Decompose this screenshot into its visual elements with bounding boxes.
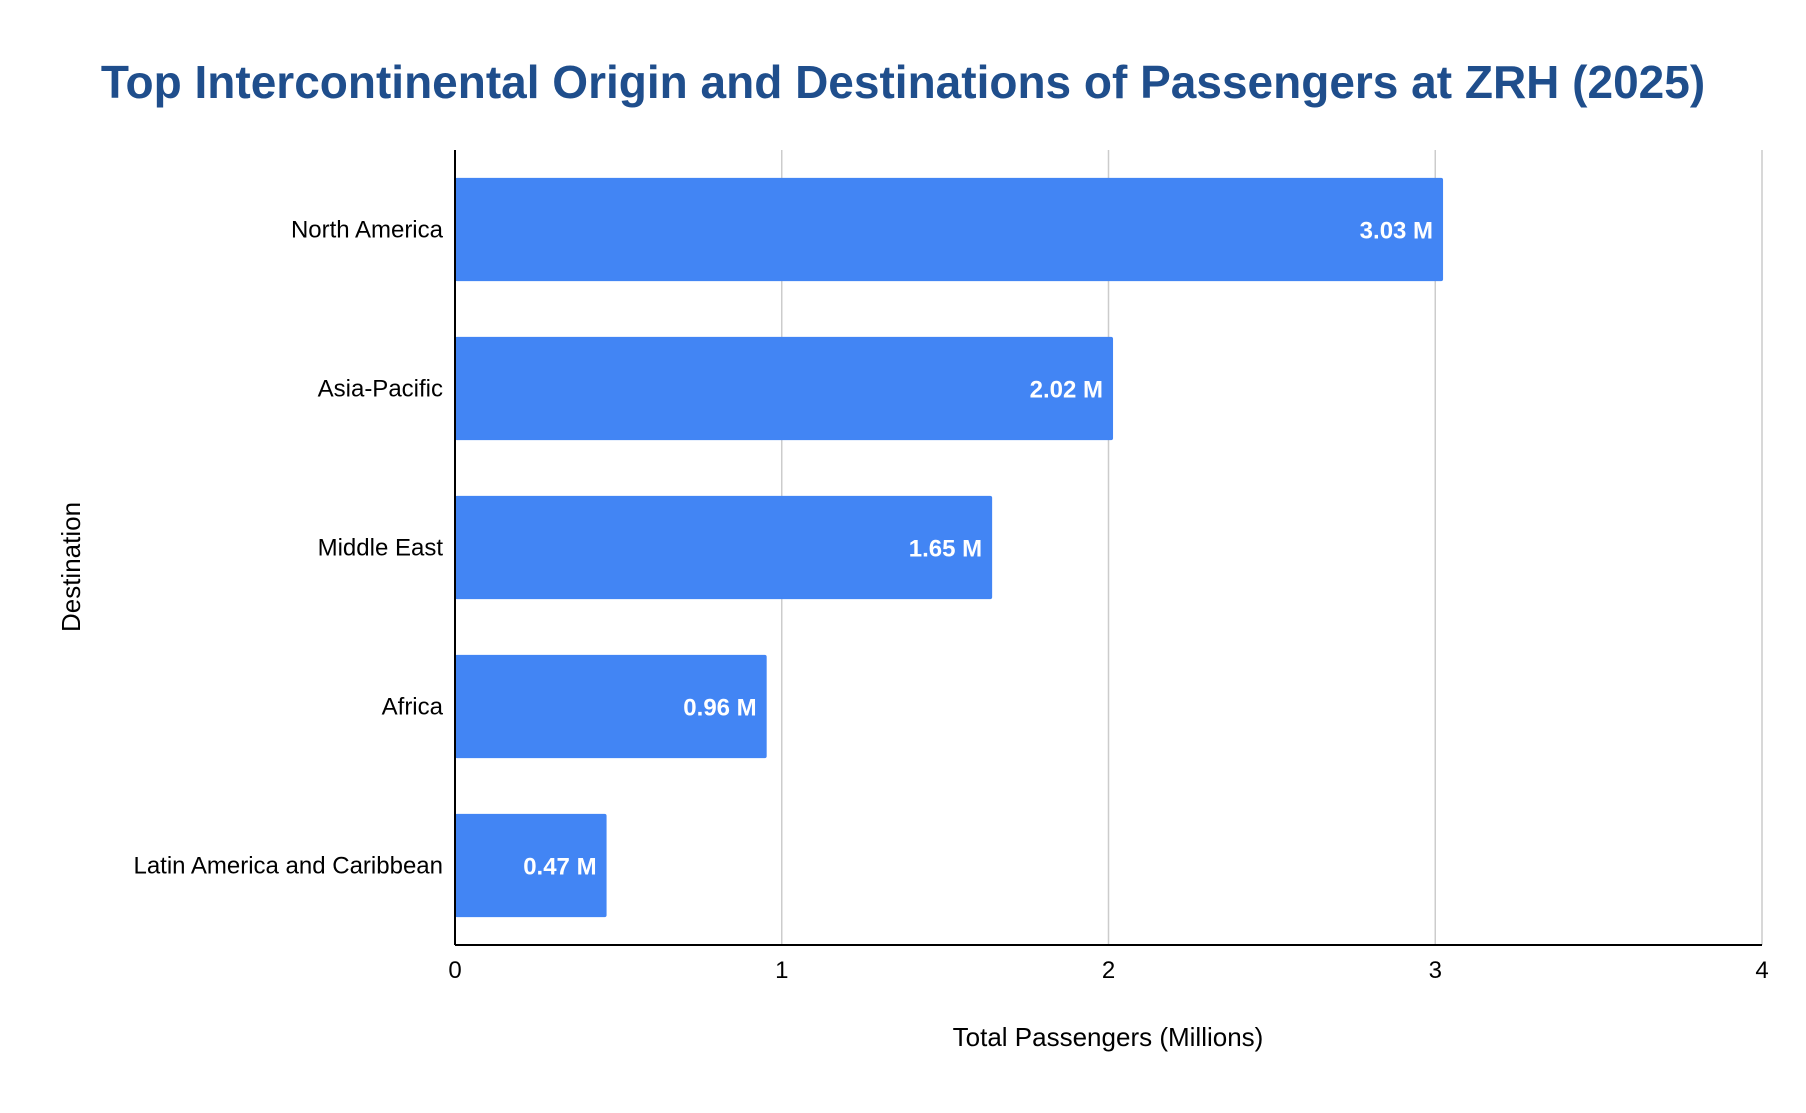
category-label: Middle East xyxy=(318,535,444,562)
x-tick-label: 0 xyxy=(448,957,461,984)
bars xyxy=(455,177,1444,918)
x-tick-label: 4 xyxy=(1755,957,1768,984)
axes xyxy=(454,150,1762,946)
bar xyxy=(455,813,607,918)
y-axis-title: Destination xyxy=(56,502,86,632)
data-label: 1.65 M xyxy=(909,536,982,563)
bar xyxy=(455,177,1444,282)
x-tick-label: 2 xyxy=(1102,957,1115,984)
x-tick-label: 1 xyxy=(775,957,788,984)
x-tick-label: 3 xyxy=(1429,957,1442,984)
labels: 0 1 2 3 4 North America 3.03 M Asia-Pacific 2.02… xyxy=(133,217,1768,985)
category-label: Africa xyxy=(382,694,444,721)
bar xyxy=(455,654,767,759)
data-label: 0.47 M xyxy=(523,854,596,881)
bar xyxy=(455,336,1114,441)
category-label: Asia-Pacific xyxy=(318,376,443,403)
x-axis-title: Total Passengers (Millions) xyxy=(953,1022,1264,1052)
chart-title: Top Intercontinental Origin and Destinat… xyxy=(101,56,1705,108)
data-label: 0.96 M xyxy=(683,695,756,722)
data-label: 2.02 M xyxy=(1030,377,1103,404)
category-label: North America xyxy=(291,217,444,244)
category-label: Latin America and Caribbean xyxy=(133,853,443,880)
data-label: 3.03 M xyxy=(1360,218,1433,245)
bar xyxy=(455,495,993,600)
